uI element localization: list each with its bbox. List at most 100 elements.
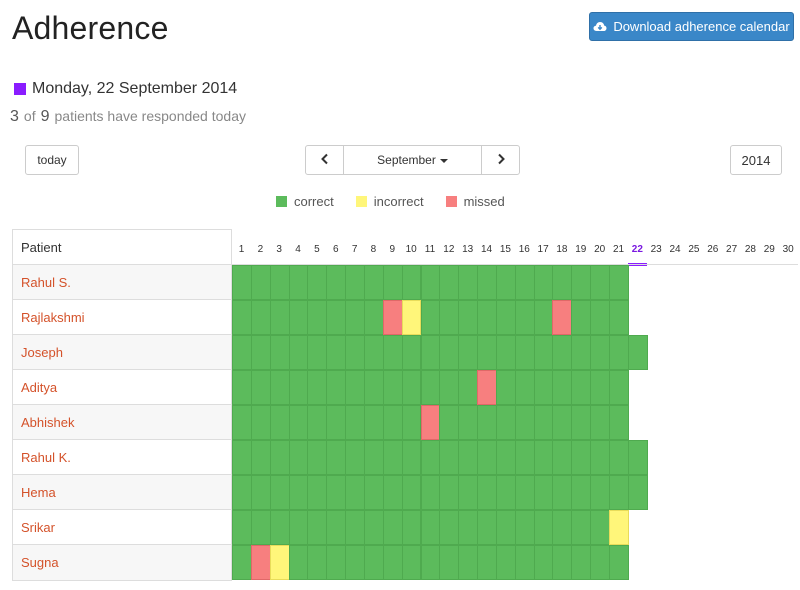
prev-month-button[interactable]	[306, 146, 344, 174]
day-cell-correct[interactable]	[458, 475, 479, 510]
day-cell-correct[interactable]	[533, 545, 554, 580]
day-cell-correct[interactable]	[590, 440, 610, 475]
day-cell-correct[interactable]	[250, 510, 271, 545]
day-cell-correct[interactable]	[382, 370, 403, 405]
today-button[interactable]: today	[25, 145, 79, 175]
day-cell-correct[interactable]	[363, 405, 384, 440]
day-cell-correct[interactable]	[495, 545, 516, 580]
day-cell-correct[interactable]	[552, 265, 573, 300]
day-cell-correct[interactable]	[477, 300, 497, 335]
day-cell-correct[interactable]	[345, 510, 365, 545]
day-cell-correct[interactable]	[269, 300, 290, 335]
patient-name-link[interactable]: Aditya	[13, 370, 231, 405]
patient-name-link[interactable]: Abhishek	[13, 405, 231, 440]
day-cell-correct[interactable]	[382, 265, 403, 300]
day-cell-correct[interactable]	[590, 545, 610, 580]
day-cell-correct[interactable]	[288, 440, 309, 475]
day-cell-correct[interactable]	[232, 545, 252, 580]
day-cell-correct[interactable]	[232, 510, 252, 545]
day-cell-correct[interactable]	[326, 370, 347, 405]
day-cell-correct[interactable]	[514, 510, 535, 545]
day-cell-correct[interactable]	[514, 300, 535, 335]
day-cell-correct[interactable]	[250, 335, 271, 370]
day-cell-correct[interactable]	[232, 475, 252, 510]
day-cell-correct[interactable]	[326, 475, 347, 510]
patient-name-link[interactable]: Joseph	[13, 335, 231, 370]
day-cell-correct[interactable]	[250, 300, 271, 335]
day-cell-correct[interactable]	[232, 370, 252, 405]
patient-name-link[interactable]: Sugna	[13, 545, 231, 580]
day-cell-correct[interactable]	[571, 370, 592, 405]
day-cell-correct[interactable]	[345, 265, 365, 300]
day-cell-correct[interactable]	[458, 335, 479, 370]
day-cell-correct[interactable]	[345, 300, 365, 335]
day-cell-correct[interactable]	[571, 475, 592, 510]
day-cell-missed[interactable]	[250, 545, 271, 580]
day-cell-correct[interactable]	[420, 440, 441, 475]
patient-name-link[interactable]: Hema	[13, 475, 231, 510]
day-cell-correct[interactable]	[363, 475, 384, 510]
day-cell-correct[interactable]	[363, 265, 384, 300]
day-cell-correct[interactable]	[495, 405, 516, 440]
day-cell-correct[interactable]	[232, 405, 252, 440]
day-cell-correct[interactable]	[250, 440, 271, 475]
day-cell-correct[interactable]	[439, 335, 460, 370]
day-cell-correct[interactable]	[232, 265, 252, 300]
day-cell-correct[interactable]	[533, 300, 554, 335]
day-cell-correct[interactable]	[420, 265, 441, 300]
day-cell-correct[interactable]	[533, 370, 554, 405]
day-cell-correct[interactable]	[571, 440, 592, 475]
day-cell-correct[interactable]	[552, 405, 573, 440]
day-cell-correct[interactable]	[363, 370, 384, 405]
day-cell-correct[interactable]	[533, 475, 554, 510]
day-cell-correct[interactable]	[250, 475, 271, 510]
day-cell-correct[interactable]	[307, 300, 328, 335]
day-cell-correct[interactable]	[439, 300, 460, 335]
day-cell-correct[interactable]	[420, 335, 441, 370]
day-cell-correct[interactable]	[363, 335, 384, 370]
day-cell-correct[interactable]	[307, 370, 328, 405]
day-cell-correct[interactable]	[269, 510, 290, 545]
day-cell-correct[interactable]	[533, 510, 554, 545]
download-calendar-button[interactable]: Download adherence calendar	[589, 12, 794, 41]
day-cell-correct[interactable]	[590, 475, 610, 510]
day-cell-correct[interactable]	[514, 405, 535, 440]
day-cell-correct[interactable]	[609, 335, 629, 370]
day-cell-correct[interactable]	[250, 405, 271, 440]
day-cell-correct[interactable]	[401, 405, 422, 440]
day-cell-correct[interactable]	[495, 335, 516, 370]
day-cell-correct[interactable]	[495, 265, 516, 300]
day-cell-correct[interactable]	[514, 475, 535, 510]
day-cell-correct[interactable]	[288, 545, 309, 580]
patient-name-link[interactable]: Rajlakshmi	[13, 300, 231, 335]
day-cell-correct[interactable]	[495, 475, 516, 510]
day-cell-correct[interactable]	[401, 265, 422, 300]
day-cell-correct[interactable]	[627, 335, 648, 370]
year-button[interactable]: 2014	[730, 145, 782, 175]
day-cell-correct[interactable]	[288, 475, 309, 510]
day-cell-correct[interactable]	[477, 545, 497, 580]
day-cell-correct[interactable]	[363, 300, 384, 335]
day-cell-correct[interactable]	[590, 265, 610, 300]
day-cell-correct[interactable]	[382, 545, 403, 580]
day-cell-correct[interactable]	[401, 440, 422, 475]
day-cell-missed[interactable]	[382, 300, 403, 335]
day-cell-correct[interactable]	[458, 545, 479, 580]
day-cell-incorrect[interactable]	[401, 300, 422, 335]
day-cell-missed[interactable]	[420, 405, 441, 440]
day-cell-correct[interactable]	[269, 335, 290, 370]
day-cell-correct[interactable]	[458, 300, 479, 335]
day-cell-correct[interactable]	[288, 300, 309, 335]
day-cell-correct[interactable]	[627, 475, 648, 510]
patient-name-link[interactable]: Srikar	[13, 510, 231, 545]
day-cell-correct[interactable]	[307, 405, 328, 440]
day-cell-correct[interactable]	[458, 440, 479, 475]
day-cell-correct[interactable]	[420, 510, 441, 545]
day-cell-correct[interactable]	[477, 265, 497, 300]
day-cell-correct[interactable]	[609, 405, 629, 440]
day-cell-correct[interactable]	[307, 265, 328, 300]
day-cell-correct[interactable]	[269, 440, 290, 475]
day-cell-correct[interactable]	[326, 300, 347, 335]
day-cell-correct[interactable]	[288, 335, 309, 370]
day-cell-correct[interactable]	[401, 510, 422, 545]
